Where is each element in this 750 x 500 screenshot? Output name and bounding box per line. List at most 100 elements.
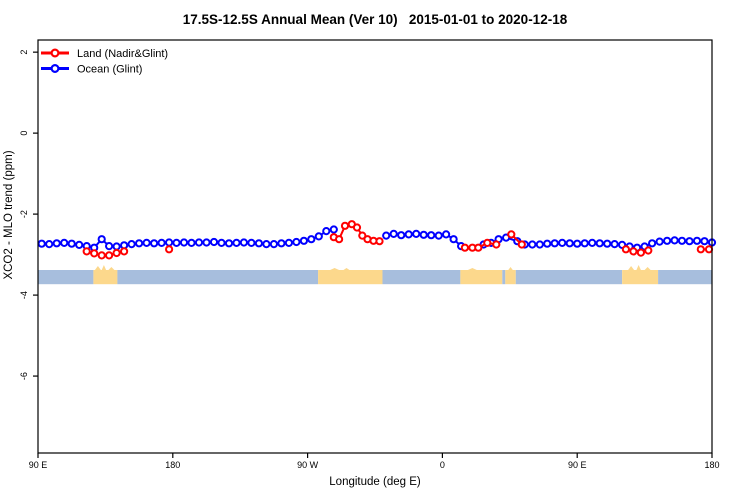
data-point-marker (37, 239, 46, 248)
data-point-marker (535, 240, 544, 249)
data-point-marker (483, 238, 492, 247)
data-point-marker (194, 238, 204, 247)
data-point-marker (670, 236, 679, 245)
data-point-marker (112, 248, 121, 258)
data-point-marker (217, 238, 226, 247)
data-point-marker (397, 231, 406, 240)
data-point-marker (150, 239, 159, 248)
data-point-marker (269, 240, 278, 249)
series-ocean (37, 225, 717, 252)
data-point-marker (621, 245, 631, 254)
legend-item: Land (Nadir&Glint) (41, 48, 168, 60)
data-point-marker (528, 240, 537, 249)
x-tick-label: 90 E (29, 460, 48, 470)
data-point-marker (52, 239, 61, 248)
legend-item: Ocean (Glint) (41, 64, 142, 76)
data-point-marker (112, 242, 121, 251)
terrain-bump (343, 268, 350, 270)
data-point-marker (105, 251, 114, 260)
data-point-marker (558, 238, 567, 247)
data-point-marker (358, 231, 367, 240)
data-point-marker (517, 240, 526, 249)
data-point-marker (254, 239, 263, 248)
data-point-marker (105, 242, 114, 251)
terrain-bump (330, 268, 340, 270)
data-point-marker (603, 239, 612, 248)
legend-label: Land (Nadir&Glint) (77, 48, 168, 60)
data-point-marker (172, 238, 181, 247)
data-point-marker (648, 239, 657, 248)
data-point-marker (232, 238, 241, 247)
data-point-marker (67, 239, 76, 248)
strip-segment-ocean (515, 270, 623, 285)
data-point-marker (120, 247, 129, 256)
terrain-bump (94, 266, 101, 270)
strip-segment-land (93, 270, 118, 285)
data-point-marker (97, 235, 106, 244)
y-axis-title: XCO2 - MLO trend (ppm) (3, 150, 15, 279)
data-point-marker (419, 230, 428, 239)
data-point-marker (442, 230, 451, 239)
strip-segment-ocean (38, 270, 94, 285)
legend: Land (Nadir&Glint) Ocean (Glint) (41, 48, 168, 76)
data-point-marker (45, 240, 54, 249)
data-point-marker (595, 239, 604, 248)
data-point-marker (142, 238, 151, 247)
data-point-marker (460, 243, 469, 252)
x-tick-label: 0 (440, 460, 445, 470)
data-point-marker (127, 240, 136, 249)
terrain-bump (467, 268, 477, 270)
data-point-marker (187, 238, 196, 247)
strip-segment-land (505, 270, 516, 285)
strip-segment-land (622, 270, 659, 285)
terrain-bump (101, 265, 107, 270)
axes: 90 E 180 90 W 0 90 E 180 2 0 -2 -4 -6 (19, 39, 720, 470)
data-point-marker (573, 239, 582, 248)
data-point-marker (82, 247, 91, 256)
terrain-bump (108, 267, 115, 270)
y-tick-label: -4 (19, 291, 29, 299)
data-point-marker (543, 239, 552, 248)
y-tick-label: -2 (19, 210, 29, 218)
data-point-marker (165, 245, 174, 254)
chart-title: 17.5S-12.5S Annual Mean (Ver 10) 2015-01… (183, 12, 568, 27)
data-point-marker (610, 240, 619, 249)
x-tick-label: 90 E (568, 460, 587, 470)
x-tick-label: 180 (165, 460, 180, 470)
data-point-marker (412, 229, 421, 238)
data-point-marker (322, 227, 331, 236)
strip-segment-ocean (382, 270, 461, 285)
data-point-marker (224, 239, 234, 248)
terrain-bump (636, 265, 641, 270)
y-tick-label: 2 (19, 50, 29, 55)
data-point-marker (588, 238, 597, 247)
data-point-marker (284, 238, 293, 247)
data-point-marker (165, 238, 174, 247)
data-point-marker (685, 237, 694, 246)
data-point-marker (335, 235, 344, 244)
strip-segment-ocean (658, 270, 712, 285)
data-point-marker (580, 239, 589, 248)
data-point-marker (262, 240, 271, 249)
data-point-marker (292, 237, 301, 247)
y-tick-label: 0 (19, 131, 29, 136)
data-point-marker (60, 238, 69, 247)
data-point-marker (247, 238, 256, 247)
data-series (37, 220, 717, 260)
data-point-marker (179, 238, 189, 247)
data-point-marker (655, 237, 664, 246)
data-point-marker (202, 238, 211, 247)
data-point-marker (700, 237, 709, 246)
data-point-marker (277, 239, 286, 248)
data-point-marker (157, 238, 166, 247)
data-point-marker (677, 236, 687, 245)
data-point-marker (434, 231, 443, 240)
data-point-marker (663, 236, 672, 245)
strip-segment-ocean (502, 270, 506, 285)
data-point-marker (704, 245, 714, 254)
terrain-bump (508, 267, 513, 270)
series-land (82, 220, 714, 260)
data-point-marker (340, 221, 350, 230)
